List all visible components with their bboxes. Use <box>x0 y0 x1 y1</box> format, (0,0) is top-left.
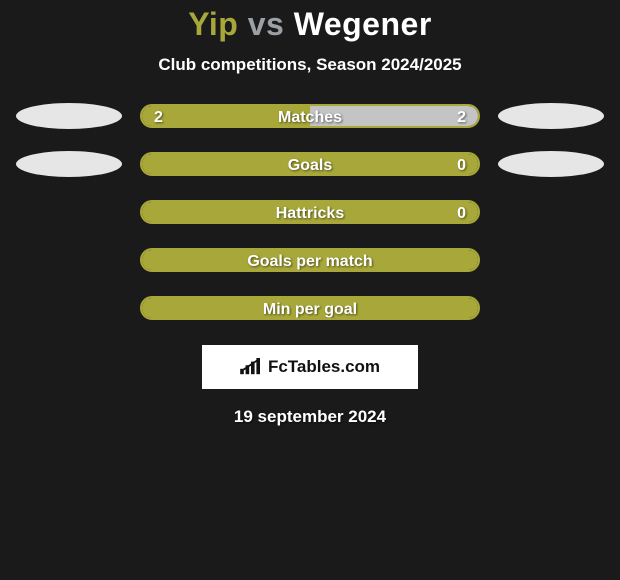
bar-chart-icon <box>240 358 262 376</box>
stat-bar: Min per goal <box>140 296 480 320</box>
stat-bar: Hattricks0 <box>140 200 480 224</box>
stat-value-right: 2 <box>457 106 466 128</box>
stat-label: Min per goal <box>142 298 478 320</box>
player2-oval <box>498 295 604 321</box>
stat-row: Hattricks0 <box>0 199 620 225</box>
title-player2: Wegener <box>294 6 432 42</box>
stat-row: Min per goal <box>0 295 620 321</box>
stat-label: Matches <box>142 106 478 128</box>
title-player1: Yip <box>188 6 238 42</box>
stat-bar: Goals per match <box>140 248 480 272</box>
player2-oval <box>498 103 604 129</box>
player1-oval <box>16 103 122 129</box>
brand-badge[interactable]: FcTables.com <box>202 345 418 389</box>
infographic-root: Yip vs Wegener Club competitions, Season… <box>0 0 620 427</box>
stat-bar: Matches2 2 <box>140 104 480 128</box>
stat-value-right: 0 <box>457 154 466 176</box>
stat-row: Goals0 <box>0 151 620 177</box>
stats-list: Matches22Goals0Hattricks0Goals per match… <box>0 103 620 321</box>
subtitle: Club competitions, Season 2024/2025 <box>0 55 620 75</box>
stat-value-left: 2 <box>154 106 163 128</box>
page-title: Yip vs Wegener <box>0 6 620 43</box>
title-vs: vs <box>248 6 285 42</box>
stat-label: Goals per match <box>142 250 478 272</box>
player1-oval <box>16 151 122 177</box>
stat-bar: Goals0 <box>140 152 480 176</box>
player2-oval <box>498 247 604 273</box>
stat-row: Matches2 2 <box>0 103 620 129</box>
player1-oval <box>16 199 122 225</box>
stat-label: Hattricks <box>142 202 478 224</box>
stat-value-right: 0 <box>457 202 466 224</box>
stat-label: Goals <box>142 154 478 176</box>
player2-oval <box>498 199 604 225</box>
player2-oval <box>498 151 604 177</box>
stat-row: Goals per match <box>0 247 620 273</box>
date-label: 19 september 2024 <box>0 407 620 427</box>
player1-oval <box>16 295 122 321</box>
player1-oval <box>16 247 122 273</box>
brand-text: FcTables.com <box>268 357 380 377</box>
